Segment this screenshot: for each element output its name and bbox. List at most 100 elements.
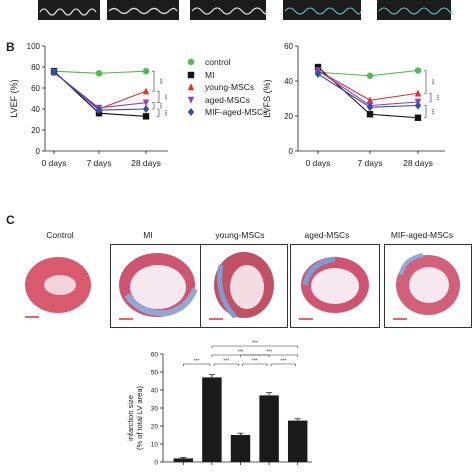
histology-image-mif-aged-mscs — [384, 244, 472, 328]
x-tick-label: 7 days — [357, 158, 382, 168]
significance-label: *** — [238, 350, 244, 356]
significance-label: *** — [194, 359, 200, 365]
data-point-MIF-aged-MSCs — [142, 105, 150, 113]
legend-marker — [187, 71, 195, 78]
data-point-MIF-aged-MSCs — [50, 68, 58, 77]
significance-bracket — [157, 108, 160, 117]
legend-item: young-MSCs — [185, 81, 285, 94]
significance-label: *** — [252, 341, 258, 347]
data-point-aged-MSCs — [142, 99, 150, 107]
significance-label: *** — [161, 110, 167, 116]
significance-label: *** — [433, 95, 439, 101]
y-tick-label: 60 — [151, 352, 159, 359]
bar-young-MSCs — [230, 435, 251, 462]
line-charts: 0 20 40 60 80 100 0 days 7 days 28 days LVEF (%) *… — [9, 42, 445, 168]
histology-label-aged-mscs: aged-MSCs — [304, 230, 350, 240]
legend-label: control — [205, 57, 231, 68]
panel-label-c: C — [6, 213, 15, 227]
data-point-MIF-aged-MSCs — [414, 101, 422, 110]
data-point-control — [142, 68, 150, 75]
legend-item: MIF-aged-MSCs — [185, 106, 285, 119]
histology-image-aged-mscs — [290, 244, 380, 328]
legend-marker-circle-icon — [187, 59, 195, 66]
y-axis-label: LVEF (%) — [9, 79, 19, 117]
bar-MIF-aged-MSCs — [287, 420, 308, 462]
histology-image-young-mscs — [200, 244, 288, 328]
line-chart-lvef: 0 20 40 60 80 100 0 days 7 days 28 days LVEF (%) *… — [9, 42, 168, 168]
significance-bracket — [429, 92, 432, 103]
data-point-MI — [142, 113, 150, 120]
significance-bracket — [270, 363, 296, 366]
legend-marker — [187, 96, 195, 104]
legend-marker-triangle-up-icon — [187, 83, 195, 91]
histology-label-mi: MI — [143, 230, 153, 240]
y-tick-label: 60 — [284, 42, 293, 51]
significance-label: *** — [252, 359, 258, 365]
y-axis-label: (% of total LV area) — [135, 385, 144, 450]
echo-image-mif-aged-mscs — [377, 0, 451, 20]
significance-bracket — [242, 363, 268, 366]
data-point-MIF-aged-MSCs — [366, 103, 374, 112]
data-point-control — [414, 67, 422, 74]
significance-label: *** — [223, 359, 229, 365]
data-point-young-MSCs — [414, 89, 422, 97]
significance-bracket — [240, 354, 298, 357]
histology-image-mi — [110, 244, 202, 328]
legend-item: control — [185, 56, 285, 69]
significance-bracket — [424, 105, 427, 119]
y-tick-label: 40 — [284, 77, 293, 86]
y-tick-label: 40 — [31, 105, 40, 114]
legend: control MI young-MSCs aged-MSCs MIF-aged-MSC… — [185, 56, 285, 119]
y-tick-label: 50 — [151, 370, 159, 377]
series-line-young-MSCs — [53, 71, 147, 110]
bar-chart: 0 10 20 30 40 50 60 infarction size (% of total … — [126, 341, 312, 467]
legend-marker — [187, 59, 195, 66]
y-tick-label: 20 — [284, 112, 293, 121]
significance-bracket — [211, 345, 298, 348]
histology-label-mif-aged-mscs: MIF-aged-MSCs — [390, 230, 454, 240]
legend-label: MI — [205, 69, 215, 80]
x-tick-label: 28 days — [403, 158, 433, 168]
data-point-control — [95, 70, 103, 77]
legend-label: aged-MSCs — [205, 94, 250, 105]
series-line-aged-MSCs — [53, 71, 147, 109]
y-tick-label: 30 — [151, 406, 159, 413]
y-tick-label: 10 — [151, 442, 159, 449]
data-point-MI — [366, 111, 374, 118]
significance-bracket — [152, 70, 155, 92]
line-chart-lvfs: 0 20 40 60 0 days 7 days 28 days LVFS (%) *** ***… — [262, 42, 445, 168]
legend-item: aged-MSCs — [185, 94, 285, 107]
legend-marker-square-icon — [187, 71, 195, 78]
significance-label: *** — [156, 78, 162, 84]
significance-bracket — [183, 363, 211, 366]
y-tick-label: 100 — [27, 42, 41, 51]
y-tick-label: 20 — [31, 126, 40, 135]
panel-label-b: B — [6, 40, 15, 54]
x-tick-label: 0 days — [41, 158, 66, 168]
y-tick-label: 0 — [289, 147, 294, 156]
echo-image-aged-mscs — [283, 0, 361, 20]
data-point-MI — [414, 114, 422, 121]
legend-label: young-MSCs — [205, 82, 255, 93]
significance-bracket — [424, 70, 427, 94]
significance-label: *** — [156, 103, 162, 109]
y-tick-label: 40 — [151, 388, 159, 395]
y-tick-label: 80 — [31, 63, 40, 72]
significance-bracket — [152, 102, 155, 110]
echo-traces — [39, 7, 453, 16]
significance-label: *** — [161, 94, 167, 100]
histology-label-control: Control — [46, 230, 74, 240]
legend-label: MIF-aged-MSCs — [205, 107, 268, 118]
y-tick-label: 20 — [151, 424, 159, 431]
y-tick-label: 0 — [154, 460, 158, 467]
significance-label: *** — [280, 359, 286, 365]
significance-bracket — [213, 363, 239, 366]
data-point-MIF-aged-MSCs — [95, 106, 103, 115]
legend-marker — [187, 83, 195, 91]
data-point-young-MSCs — [366, 96, 374, 104]
x-tick-label: 0 days — [305, 158, 330, 168]
y-axis-label: LVFS (%) — [262, 79, 272, 117]
x-tick-label: 28 days — [131, 158, 161, 168]
y-tick-label: 0 — [36, 147, 41, 156]
histology-image-control — [16, 244, 100, 326]
